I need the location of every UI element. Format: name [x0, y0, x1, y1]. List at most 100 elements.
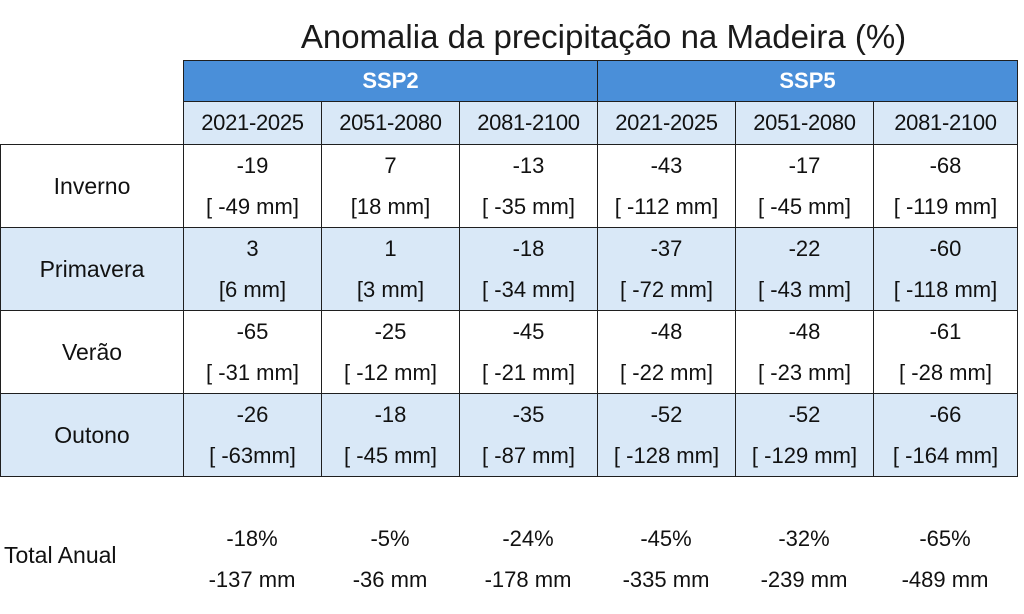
anomaly-mm-value: [ -49 mm]: [206, 194, 299, 219]
data-cell: -61 [ -28 mm]: [873, 310, 1018, 394]
corner-blank: [1, 102, 184, 145]
anomaly-percent-value: -52: [650, 402, 683, 427]
data-cell: -13 [ -35 mm]: [459, 144, 598, 228]
precipitation-anomaly-table: SSP2 SSP5 2021-2025 2051-2080 2081-2100 …: [0, 60, 1018, 477]
anomaly-mm-value: [6 mm]: [218, 277, 287, 302]
period-header: 2051-2080: [321, 101, 460, 145]
annual-percent-value: -65%: [919, 526, 971, 551]
anomaly-percent-value: -37: [650, 236, 683, 261]
anomaly-mm-value: [ -12 mm]: [344, 360, 437, 385]
anomaly-mm-value: [ -129 mm]: [751, 443, 858, 468]
data-cell: -65 [ -31 mm]: [183, 310, 322, 394]
anomaly-percent-value: -45: [512, 319, 545, 344]
anomaly-mm-value: [ -128 mm]: [613, 443, 720, 468]
table-row: Verão -65 [ -31 mm] -25 [ -12 mm] -45 [ -21 mm…: [0, 310, 1018, 394]
chart-title: Anomalia da precipitação na Madeira (%): [300, 18, 907, 55]
data-cell: -60 [ -118 mm]: [873, 227, 1018, 311]
scenario-header-ssp5: SSP5: [597, 60, 1018, 102]
anomaly-mm-value: [ -112 mm]: [614, 194, 719, 219]
anomaly-percent-value: -18: [374, 402, 407, 427]
data-cell: -45 [ -21 mm]: [459, 310, 598, 394]
annual-total-cell: -24% -178 mm: [459, 518, 597, 600]
anomaly-percent-value: -22: [788, 236, 821, 261]
annual-percent-value: -18%: [226, 526, 278, 551]
anomaly-percent-value: -48: [788, 319, 821, 344]
anomaly-percent-value: -61: [929, 319, 962, 344]
data-cell: -25 [ -12 mm]: [321, 310, 460, 394]
data-cell: -17 [ -45 mm]: [735, 144, 874, 228]
anomaly-mm-value: [ -35 mm]: [482, 194, 575, 219]
scenario-header-ssp2: SSP2: [183, 60, 598, 102]
period-header: 2021-2025: [597, 101, 736, 145]
annual-mm-value: -489 mm: [901, 567, 989, 592]
row-label: Primavera: [0, 227, 184, 311]
annual-total-cell: -32% -239 mm: [735, 518, 873, 600]
period-header: 2081-2100: [459, 101, 598, 145]
row-label: Verão: [0, 310, 184, 394]
anomaly-mm-value: [ -45 mm]: [758, 194, 851, 219]
annual-percent-value: -45%: [640, 526, 692, 551]
data-cell: -37 [ -72 mm]: [597, 227, 736, 311]
row-label: Inverno: [0, 144, 184, 228]
table-row: Inverno -19[ -49 mm] 7 [18 mm] -13[ -35 mm] -…: [0, 144, 1018, 228]
data-cell: 3 [6 mm]: [183, 227, 322, 311]
annual-mm-value: -239 mm: [760, 567, 848, 592]
anomaly-mm-value: [18 mm]: [350, 194, 431, 219]
anomaly-percent-value: -48: [650, 319, 683, 344]
annual-total-row: Total Anual -18% -137 mm -5% -36 mm -24% -178…: [0, 518, 1024, 600]
annual-total-cell: -65% -489 mm: [873, 518, 1017, 600]
anomaly-percent-value: -17: [788, 153, 821, 178]
anomaly-percent-value: -65: [236, 319, 269, 344]
anomaly-mm-value: [ -119 mm]: [893, 194, 998, 219]
annual-total-cell: -45% -335 mm: [597, 518, 735, 600]
annual-total-cell: -18% -137 mm: [183, 518, 321, 600]
anomaly-mm-value: [ -34 mm]: [482, 277, 575, 302]
annual-percent-value: -32%: [778, 526, 830, 551]
annual-mm-value: -36 mm: [352, 567, 428, 592]
row-label: Outono: [0, 393, 184, 477]
data-cell: -66 [ -164 mm]: [873, 393, 1018, 477]
corner-blank: [1, 61, 184, 102]
data-cell: -18 [ -34 mm]: [459, 227, 598, 311]
data-cell: -68 [ -119 mm]: [873, 144, 1018, 228]
period-header: 2081-2100: [873, 101, 1018, 145]
anomaly-mm-value: [ -87 mm]: [482, 443, 575, 468]
period-header: 2021-2025: [183, 101, 322, 145]
data-cell: -52 [ -128 mm]: [597, 393, 736, 477]
anomaly-percent-value: -43: [650, 153, 683, 178]
annual-total-cell: -5% -36 mm: [321, 518, 459, 600]
data-cell: -18 [ -45 mm]: [321, 393, 460, 477]
data-cell: -22 [ -43 mm]: [735, 227, 874, 311]
annual-percent-value: -24%: [502, 526, 554, 551]
anomaly-mm-value: [ -22 mm]: [620, 360, 713, 385]
data-cell: 7 [18 mm]: [321, 144, 460, 228]
anomaly-percent-value: 7: [384, 153, 397, 178]
anomaly-percent-value: -18: [512, 236, 545, 261]
anomaly-mm-value: [ -43 mm]: [758, 277, 851, 302]
anomaly-mm-value: [ -164 mm]: [892, 443, 999, 468]
anomaly-percent-value: -52: [788, 402, 821, 427]
anomaly-percent-value: -35: [512, 402, 545, 427]
data-cell: -52 [ -129 mm]: [735, 393, 874, 477]
data-cell: -35 [ -87 mm]: [459, 393, 598, 477]
period-header: 2051-2080: [735, 101, 874, 145]
data-cell: -43 [ -112 mm]: [597, 144, 736, 228]
anomaly-mm-value: [ -118 mm]: [893, 277, 998, 302]
data-cell: -26 [ -63mm]: [183, 393, 322, 477]
anomaly-mm-value: [ -21 mm]: [482, 360, 575, 385]
anomaly-percent-value: -25: [374, 319, 407, 344]
data-cell: -48 [ -23 mm]: [735, 310, 874, 394]
anomaly-percent-value: 1: [384, 236, 397, 261]
anomaly-mm-value: [ -23 mm]: [758, 360, 851, 385]
table-body: SSP2 SSP5 2021-2025 2051-2080 2081-2100 …: [0, 60, 1018, 477]
scenario-header-row: SSP2 SSP5: [1, 60, 1018, 102]
table-row: Primavera 3 [6 mm] 1 [3 mm] -18 [ -34 mm] -37 [ …: [0, 227, 1018, 311]
annual-mm-value: -335 mm: [622, 567, 710, 592]
anomaly-mm-value: [ -63mm]: [209, 443, 296, 468]
table-row: Outono -26 [ -63mm] -18 [ -45 mm] -35 [ -87 mm…: [0, 393, 1018, 477]
data-cell: -19 [ -49 mm]: [183, 144, 322, 228]
anomaly-mm-value: [ -28 mm]: [899, 360, 992, 385]
anomaly-percent-value: -26: [236, 402, 269, 427]
data-cell: 1 [3 mm]: [321, 227, 460, 311]
data-cell: -48 [ -22 mm]: [597, 310, 736, 394]
